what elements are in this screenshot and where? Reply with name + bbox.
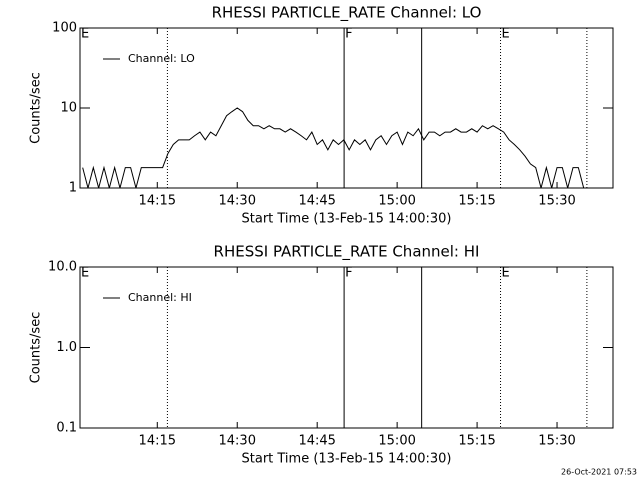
x-tick-label: 15:30 [538, 194, 575, 209]
x-tick-label: 14:45 [298, 434, 335, 449]
event-label: E [81, 266, 89, 281]
y-tick-label: 10.0 [48, 260, 77, 275]
x-axis-label: Start Time (13-Feb-15 14:00:30) [242, 452, 452, 467]
x-axis-label: Start Time (13-Feb-15 14:00:30) [242, 212, 452, 227]
y-tick-label: 1 [69, 181, 77, 196]
event-label: E [502, 27, 510, 42]
y-tick-label: 100 [52, 21, 77, 36]
x-tick-label: 15:30 [538, 434, 575, 449]
x-tick-label: 14:15 [139, 434, 176, 449]
x-tick-label: 14:30 [219, 194, 256, 209]
y-tick-label: 10 [60, 101, 77, 116]
x-tick-label: 15:15 [458, 434, 495, 449]
event-label: F [345, 266, 352, 281]
chart-title: RHESSI PARTICLE_RATE Channel: LO [212, 4, 482, 23]
data-line [82, 107, 585, 188]
x-tick-label: 14:15 [139, 194, 176, 209]
legend-label: Channel: LO [128, 52, 195, 65]
y-tick-label: 1.0 [56, 340, 77, 355]
y-axis-label: Counts/sec [29, 312, 44, 384]
event-label: F [345, 27, 352, 42]
x-tick-label: 14:30 [219, 434, 256, 449]
x-tick-label: 15:15 [458, 194, 495, 209]
x-tick-label: 15:00 [378, 434, 415, 449]
x-tick-label: 15:00 [378, 194, 415, 209]
x-tick-label: 14:45 [298, 194, 335, 209]
legend-label: Channel: HI [128, 291, 192, 304]
y-axis-label: Counts/sec [29, 72, 44, 144]
y-tick-label: 0.1 [56, 421, 77, 436]
event-label: E [81, 27, 89, 42]
timestamp: 26-Oct-2021 07:53 [561, 468, 637, 477]
event-label: E [502, 266, 510, 281]
chart-title: RHESSI PARTICLE_RATE Channel: HI [214, 243, 480, 262]
